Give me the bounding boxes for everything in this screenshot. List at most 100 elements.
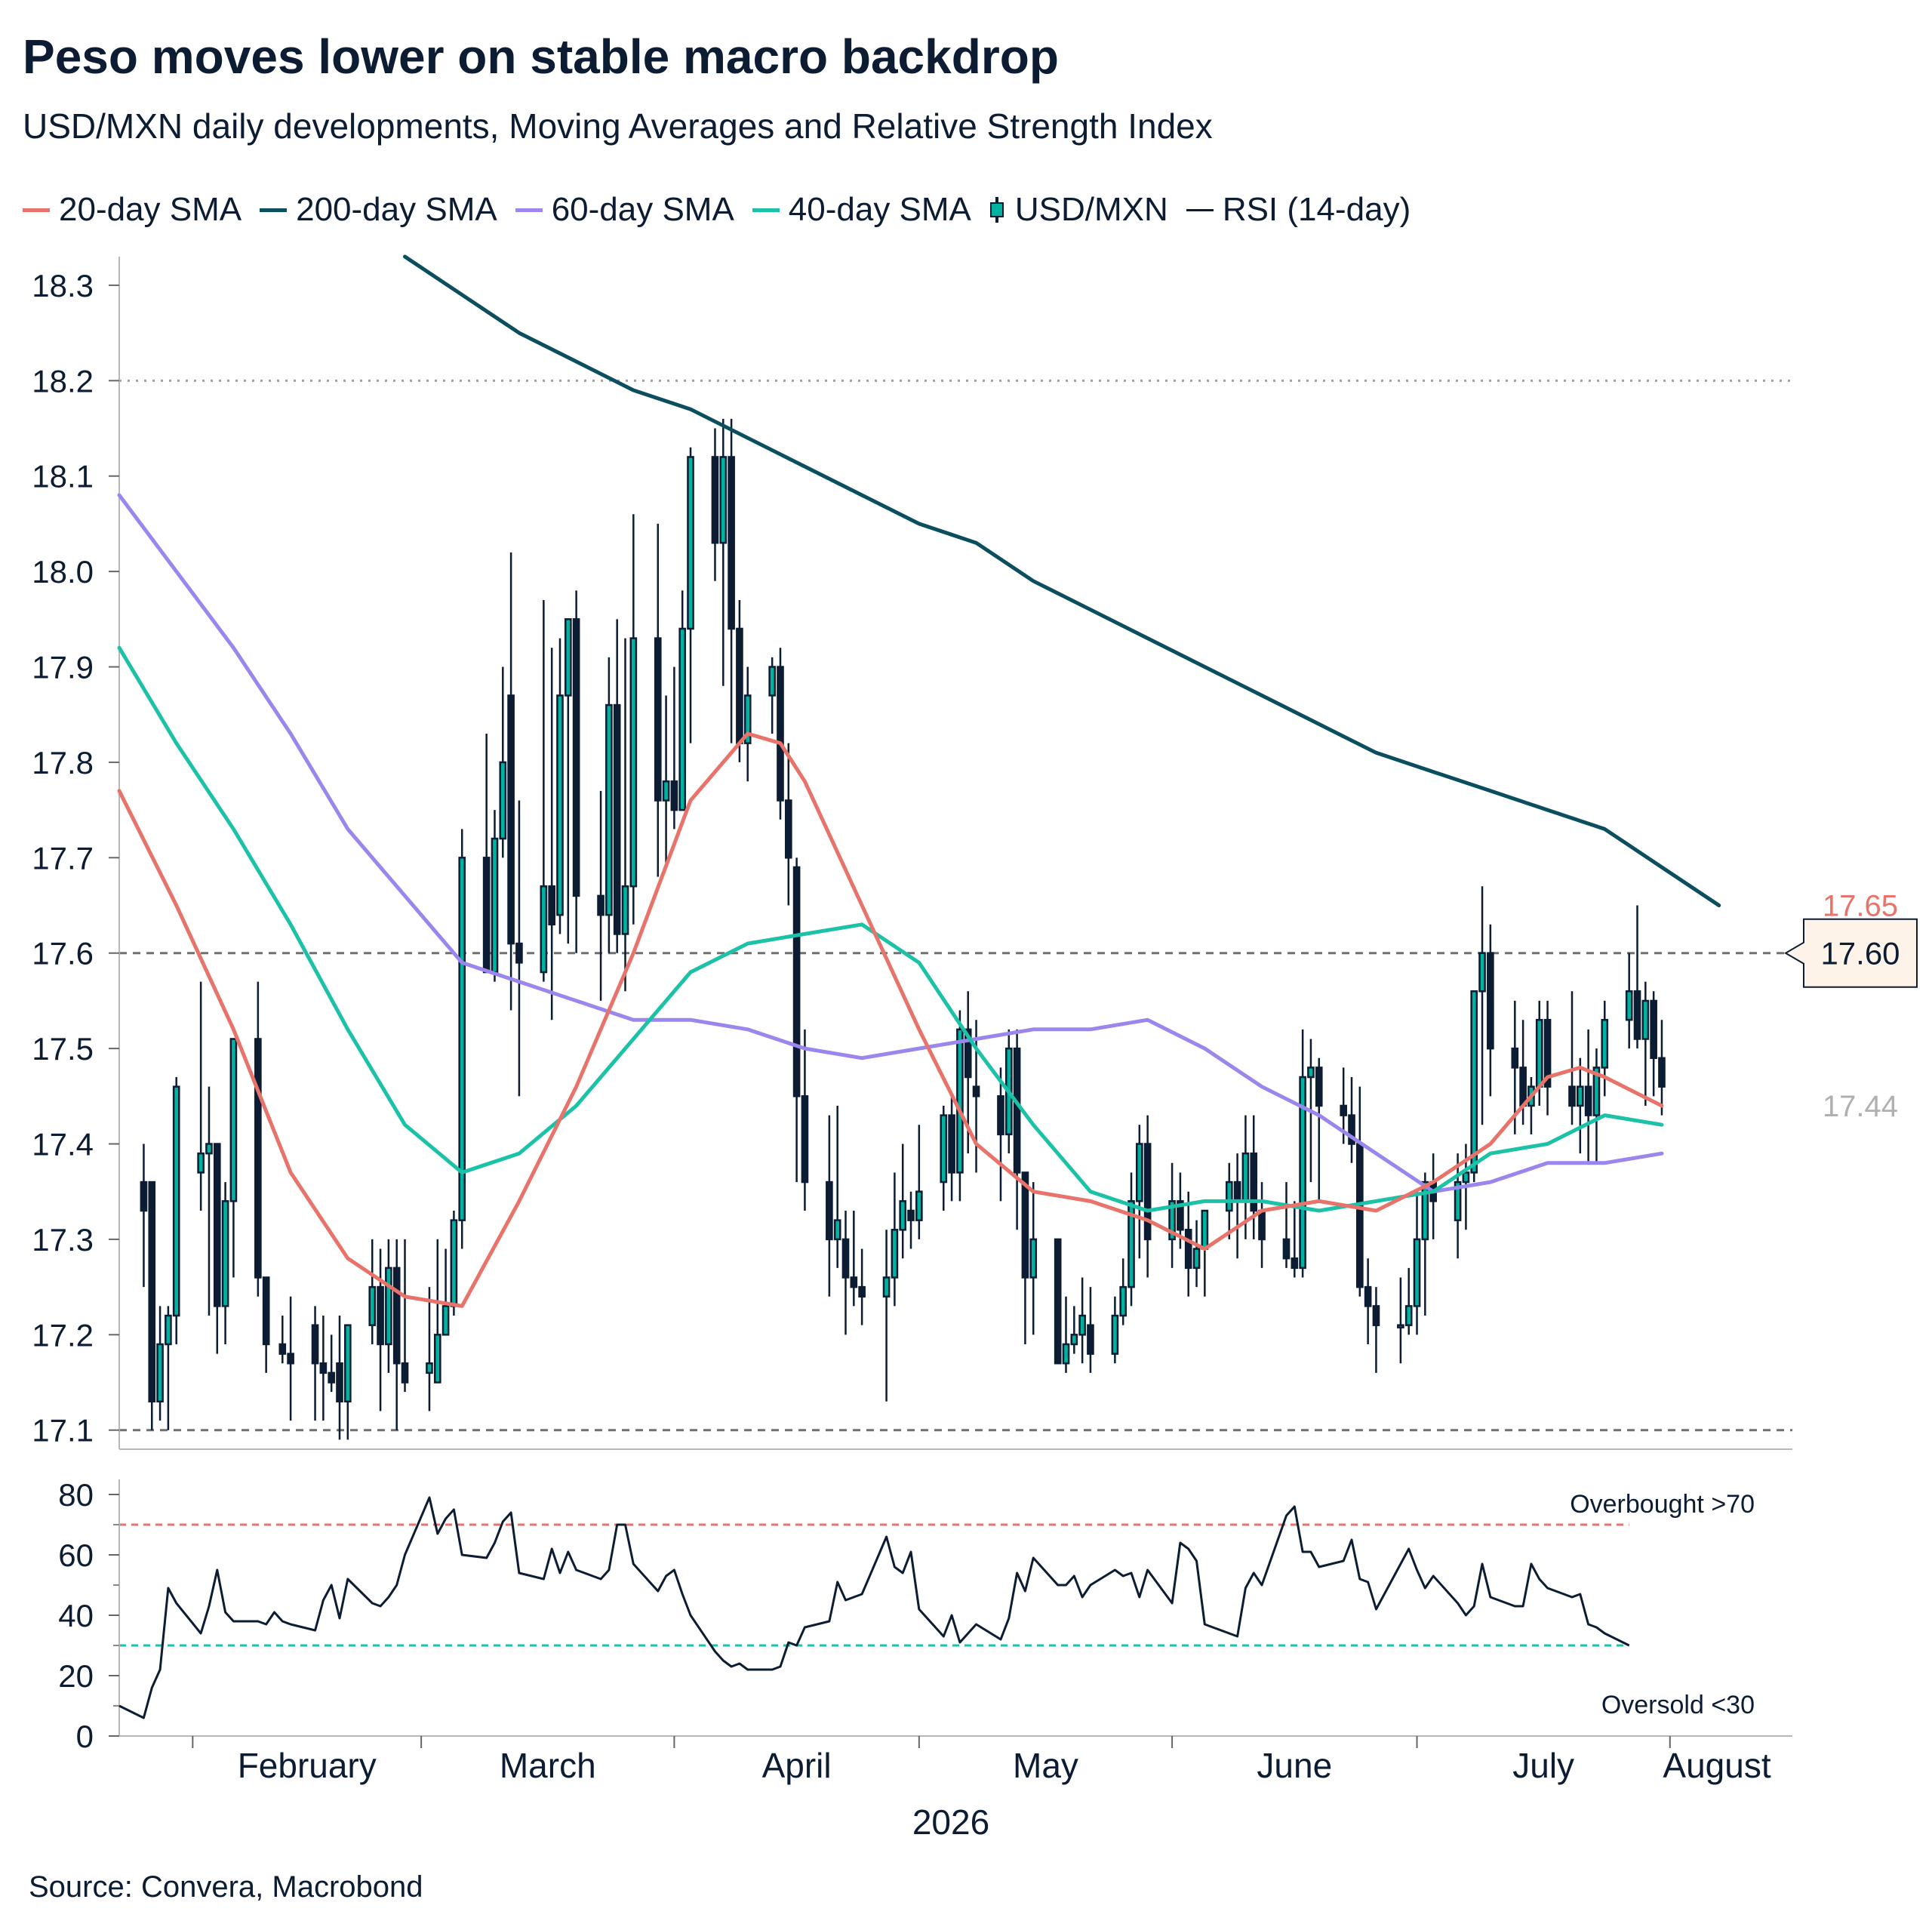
candle-body-down — [964, 1028, 972, 1079]
candle-body-up — [165, 1314, 172, 1346]
candle — [368, 1239, 377, 1344]
candle-body-up — [1404, 1305, 1413, 1326]
sma-60-line — [117, 493, 1664, 1194]
candle-body-down — [1054, 1238, 1062, 1365]
candle — [148, 1180, 156, 1430]
candle-body-up — [1601, 1018, 1609, 1069]
candle — [743, 666, 752, 782]
sma-40-line — [117, 645, 1664, 1213]
candle-body-up — [719, 456, 728, 544]
candle — [1143, 1115, 1152, 1278]
candle — [826, 1115, 833, 1297]
legend-swatch-rsi — [1186, 208, 1214, 211]
candle — [1454, 1153, 1462, 1259]
candle-body-down — [287, 1353, 294, 1365]
candle — [850, 1211, 858, 1307]
candle — [336, 1316, 343, 1440]
candle-body-down — [1584, 1085, 1592, 1116]
candle — [1568, 991, 1576, 1125]
candle-body-up — [1062, 1343, 1070, 1365]
candle-body-up — [1111, 1314, 1119, 1355]
x-axis: February March April May June July August 2026 — [192, 1736, 1771, 1842]
candle — [654, 523, 662, 877]
candle-body-up — [1478, 952, 1486, 993]
candle — [1062, 1296, 1070, 1373]
candle — [1470, 990, 1478, 1183]
candle-body-up — [433, 1334, 441, 1384]
candle — [1413, 1191, 1421, 1335]
candle-body-down — [213, 1143, 221, 1307]
candle-body-down — [728, 456, 735, 630]
candle — [940, 1105, 948, 1211]
candle — [1356, 1086, 1364, 1297]
candle — [1250, 1115, 1258, 1239]
candle — [1111, 1296, 1119, 1364]
price-y-tick-label: 18.1 — [32, 459, 94, 494]
last-price-callout — [1784, 918, 1918, 988]
candle-body-up — [1535, 1018, 1543, 1088]
candle-body-up — [1201, 1209, 1209, 1250]
candle — [491, 810, 499, 982]
candle-body-down — [140, 1180, 148, 1212]
candle — [458, 829, 466, 1249]
candle — [1192, 1220, 1201, 1288]
candle-body-down — [1633, 990, 1641, 1040]
candle-body-up — [687, 456, 694, 630]
candle-body-down — [482, 857, 491, 974]
candle — [899, 1144, 907, 1259]
candle-body-up — [556, 694, 564, 916]
end-value-label: 17.65 — [1823, 890, 1898, 923]
overbought-label: Overbought >70 — [1570, 1490, 1755, 1519]
candle-body-up — [1241, 1152, 1250, 1202]
legend-item-sma200: 200-day SMA — [260, 191, 497, 229]
candle — [482, 734, 491, 974]
x-month-label: March — [500, 1746, 596, 1785]
candle — [426, 1287, 433, 1411]
candle — [605, 657, 613, 953]
candle — [1625, 953, 1633, 1049]
price-y-tick-label: 17.9 — [32, 650, 94, 685]
candle — [678, 590, 687, 811]
candle — [597, 790, 605, 1001]
candle-body-up — [940, 1114, 948, 1184]
candle — [450, 1211, 458, 1316]
candle-body-up — [1454, 1180, 1462, 1221]
candle-body-up — [343, 1324, 352, 1403]
rsi-panel-line — [118, 1496, 1630, 1719]
rsi-y-tick-label: 0 — [76, 1719, 94, 1754]
candle-body-up — [1641, 999, 1650, 1040]
candle — [1543, 1000, 1552, 1116]
candle — [515, 800, 523, 1097]
candle — [948, 1096, 955, 1202]
candle-body-up — [1462, 1171, 1470, 1184]
candle — [1128, 1172, 1135, 1307]
candle — [1087, 1287, 1094, 1373]
candle-body-up — [458, 857, 466, 1221]
price-y-tick-label: 18.3 — [32, 268, 94, 303]
candle-body-up — [229, 1038, 238, 1202]
candle — [629, 514, 638, 925]
candle — [736, 600, 743, 762]
candle-body-down — [392, 1267, 401, 1365]
candle — [1633, 905, 1641, 1049]
candle — [1054, 1238, 1062, 1365]
candle-body-down — [784, 799, 792, 859]
price-y-tick-label: 18.2 — [32, 363, 94, 399]
candle — [401, 1239, 409, 1393]
price-y-tick-label: 18.0 — [32, 554, 94, 589]
candle-body-up — [1070, 1334, 1078, 1346]
legend-swatch-sma60 — [515, 208, 543, 212]
candle-body-up — [499, 761, 507, 840]
candle-body-up — [1225, 1180, 1233, 1212]
candle-body-up — [833, 1219, 841, 1241]
candle — [1070, 1306, 1078, 1354]
candle — [377, 1248, 384, 1411]
candle — [392, 1239, 401, 1430]
candle — [1299, 1029, 1306, 1278]
candle-body-up — [172, 1085, 180, 1317]
candle-body-up — [1119, 1285, 1128, 1317]
candle — [1258, 1182, 1266, 1268]
rsi-y-tick-label: 80 — [58, 1477, 94, 1513]
candle — [1021, 1171, 1029, 1344]
candle-body-up — [1577, 1085, 1584, 1107]
